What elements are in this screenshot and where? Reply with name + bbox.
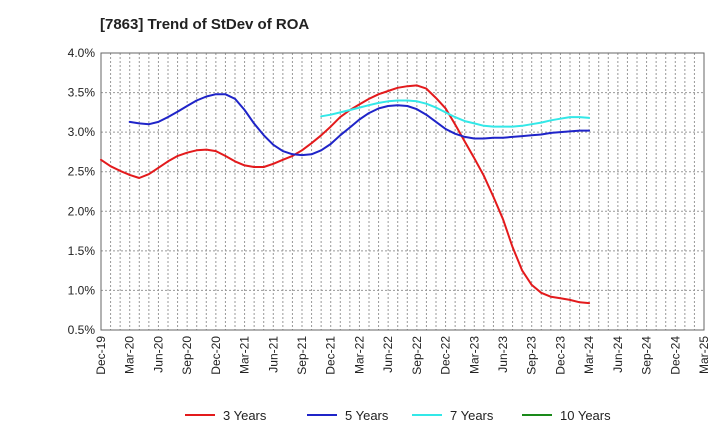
x-tick-label: Sep-22	[410, 336, 424, 375]
x-tick-label: Jun-21	[266, 336, 280, 373]
y-tick-label: 3.5%	[68, 86, 96, 100]
x-tick-label: Jun-24	[611, 336, 625, 373]
x-tick-label: Mar-25	[697, 336, 711, 374]
x-tick-label: Dec-23	[553, 336, 567, 375]
y-tick-label: 2.5%	[68, 165, 96, 179]
chart-title: [7863] Trend of StDev of ROA	[100, 16, 310, 33]
x-tick-label: Dec-22	[439, 336, 453, 375]
y-tick-label: 0.5%	[68, 323, 96, 337]
x-tick-label: Mar-20	[123, 336, 137, 374]
x-tick-label: Mar-23	[467, 336, 481, 374]
series-line-3-years	[100, 84, 591, 305]
plot-area	[101, 53, 704, 330]
x-tick-label: Mar-24	[582, 336, 596, 374]
x-tick-label: Mar-21	[238, 336, 252, 374]
x-tick-label: Mar-22	[352, 336, 366, 374]
x-tick-label: Sep-24	[640, 336, 654, 375]
y-tick-label: 3.0%	[68, 125, 96, 139]
y-tick-label: 1.0%	[68, 283, 96, 297]
x-tick-label: Dec-24	[668, 336, 682, 375]
x-tick-label: Sep-23	[525, 336, 539, 375]
x-tick-label: Jun-20	[151, 336, 165, 373]
plot-border	[100, 52, 705, 331]
series-line-5-years	[128, 93, 591, 157]
x-tick-label: Sep-21	[295, 336, 309, 375]
x-tick-label: Sep-20	[180, 336, 194, 375]
series-line-7-years	[320, 99, 591, 128]
legend-label: 10 Years	[560, 408, 611, 423]
x-tick-label: Jun-22	[381, 336, 395, 373]
legend-label: 7 Years	[450, 408, 494, 423]
x-tick-label: Jun-23	[496, 336, 510, 373]
y-tick-label: 1.5%	[68, 244, 96, 258]
x-tick-label: Dec-20	[209, 336, 223, 375]
x-tick-label: Dec-21	[324, 336, 338, 375]
y-tick-label: 2.0%	[68, 204, 96, 218]
x-tick-label: Dec-19	[94, 336, 108, 375]
legend-label: 5 Years	[345, 408, 389, 423]
legend-label: 3 Years	[223, 408, 267, 423]
y-tick-label: 4.0%	[68, 46, 96, 60]
